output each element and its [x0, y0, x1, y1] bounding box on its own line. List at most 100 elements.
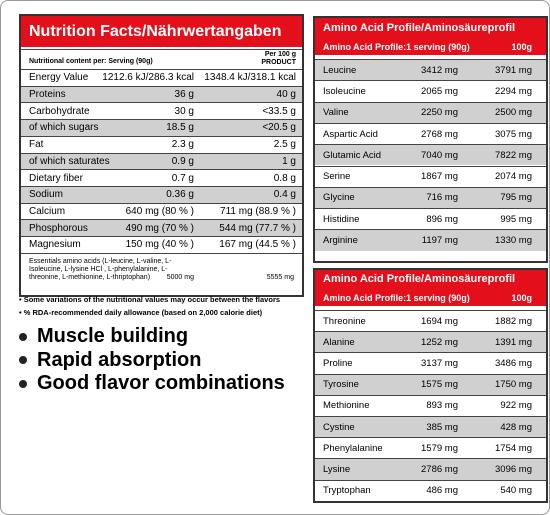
amino-per100: 540 mg: [500, 485, 532, 497]
nutrient-row: Phosphorous 490 mg (70 % ) 544 mg (77.7 % …: [21, 219, 302, 236]
note: • Some variations of the nutritional val…: [19, 295, 281, 304]
amino-title: Amino Acid Profile/Aminosäureprofil: [315, 270, 546, 289]
amino-serving: 2786 mg: [421, 463, 458, 475]
amino-serving: 3137 mg: [421, 357, 458, 369]
nutrient-serving: 490 mg (70 % ): [125, 222, 194, 234]
bullet-item: Good flavor combinations: [19, 372, 285, 396]
nutrient-per100: 1 g: [282, 155, 296, 167]
amino-name: Methionine: [323, 400, 370, 412]
nutrient-name: Fat: [29, 139, 44, 151]
amino-name: Cystine: [323, 421, 355, 433]
nutrient-per100: 711 mg (88.9 % ): [220, 205, 296, 217]
nutrient-per100: <33.5 g: [262, 105, 296, 117]
nutrient-row: of which sugars 18.5 g <20.5 g: [21, 119, 302, 136]
amino-row: Lysine 2786 mg 3096 mg: [315, 458, 546, 480]
amino-serving: 896 mg: [426, 213, 458, 225]
essentials-text: Essentials amino acids (L-leucine, L-val…: [29, 257, 172, 281]
amino-row: Valine 2250 mg 2500 mg: [315, 101, 546, 123]
essentials-per100: 5555 mg: [266, 273, 294, 281]
header-per100: Per 100 g PRODUCT: [261, 51, 296, 66]
amino-serving: 3412 mg: [421, 64, 458, 76]
amino-row: Tryptophan 486 mg 540 mg: [315, 479, 546, 501]
amino-row: Glutamic Acid 7040 mg 7822 mg: [315, 144, 546, 166]
nutrient-serving: 640 mg (80 % ): [125, 205, 194, 217]
nutrient-row: Dietary fiber 0.7 g 0.8 g: [21, 169, 302, 186]
nutrient-name: Dietary fiber: [29, 172, 83, 184]
nutrient-per100: 544 mg (77.7 % ): [219, 222, 296, 234]
amino-name: Threonine: [323, 315, 366, 327]
bullets: Muscle building Rapid absorption Good flav…: [19, 325, 285, 396]
amino-name: Glutamic Acid: [323, 149, 382, 161]
amino-name: Leucine: [323, 64, 357, 76]
amino-serving: 1252 mg: [421, 336, 458, 348]
amino-serving: 1867 mg: [421, 171, 458, 183]
amino-per100: 2500 mg: [495, 107, 532, 119]
subheader-per100: 100g: [511, 292, 532, 303]
bullet-dot: [19, 356, 27, 365]
amino-per100: 2294 mg: [495, 85, 532, 97]
nutrient-serving: 2.3 g: [171, 139, 194, 151]
amino-name: Proline: [323, 357, 353, 369]
amino-serving: 486 mg: [426, 485, 458, 497]
amino-row: Alanine 1252 mg 1391 mg: [315, 331, 546, 353]
nutrient-serving: 1212.6 kJ/286.3 kcal: [102, 72, 194, 84]
subheader-label: Amino Acid Profile:1 serving (90g): [323, 292, 470, 303]
amino-name: Tryptophan: [323, 485, 371, 497]
bullet-dot: [19, 379, 27, 388]
nutrient-row: Carbohydrate 30 g <33.5 g: [21, 102, 302, 119]
nutrient-serving: 0.36 g: [166, 189, 194, 201]
amino-name: Arginine: [323, 235, 358, 247]
amino-row: Aspartic Acid 2768 mg 3075 mg: [315, 122, 546, 144]
nutrient-per100: 167 mg (44.5 % ): [219, 239, 296, 251]
amino-row: Tyrosine 1575 mg 1750 mg: [315, 373, 546, 395]
amino-per100: 922 mg: [500, 400, 532, 412]
amino-name: Valine: [323, 107, 349, 119]
amino-panel: Amino Acid Profile/Aminosäureprofil Amin…: [313, 16, 548, 263]
bullet-text: Muscle building: [37, 325, 189, 348]
essentials-serving: 5000 mg: [166, 273, 194, 281]
nutrient-per100: <20.5 g: [262, 122, 296, 134]
amino-serving: 1197 mg: [421, 235, 458, 247]
amino-per100: 428 mg: [500, 421, 532, 433]
nutrient-per100: 40 g: [276, 89, 296, 101]
notes: • Some variations of the nutritional val…: [19, 295, 309, 321]
amino-per100: 3075 mg: [495, 128, 532, 140]
amino-serving: 1694 mg: [421, 315, 458, 327]
nutrient-row: Energy Value 1212.6 kJ/286.3 kcal 1348.4 k…: [21, 69, 302, 86]
amino-serving: 2065 mg: [421, 85, 458, 97]
amino-name: Isoleucine: [323, 85, 366, 97]
bullet-item: Muscle building: [19, 325, 285, 349]
table-header: Nutritional content per: Serving (90g) Pe…: [21, 49, 302, 69]
amino-name: Tyrosine: [323, 379, 359, 391]
amino-per100: 1391 mg: [495, 336, 532, 348]
amino-serving: 1579 mg: [421, 442, 458, 454]
nutrient-per100: 1348.4 kJ/318.1 kcal: [204, 72, 296, 84]
nutrition-title: Nutrition Facts/Nährwertangaben: [21, 16, 302, 47]
amino-row: Glycine 716 mg 795 mg: [315, 186, 546, 209]
nutrient-name: Energy Value: [29, 72, 89, 84]
amino-panel: Amino Acid Profile/Aminosäureprofil Amin…: [313, 268, 548, 503]
amino-per100: 2074 mg: [495, 171, 532, 183]
nutrient-serving: 0.9 g: [171, 155, 194, 167]
nutrient-serving: 150 mg (40 % ): [125, 239, 194, 251]
amino-row: Cystine 385 mg 428 mg: [315, 416, 546, 438]
amino-name: Glycine: [323, 192, 355, 204]
nutrient-per100: 0.8 g: [273, 172, 296, 184]
nutrient-row: Sodium 0.36 g 0.4 g: [21, 185, 302, 203]
subheader-per100: 100g: [511, 42, 532, 52]
nutrient-name: of which sugars: [29, 122, 99, 134]
amino-serving: 893 mg: [426, 400, 458, 412]
amino-row: Histidine 896 mg 995 mg: [315, 208, 546, 229]
nutrient-name: Magnesium: [29, 239, 81, 251]
amino-serving: 1575 mg: [421, 379, 458, 391]
amino-name: Phenylalanine: [323, 442, 383, 454]
amino-row: Proline 3137 mg 3486 mg: [315, 352, 546, 373]
subheader-label: Amino Acid Profile:1 serving (90g): [323, 42, 470, 52]
bullet-dot: [19, 332, 27, 341]
nutrient-per100: 2.5 g: [273, 139, 296, 151]
amino-row: Methionine 893 mg 922 mg: [315, 394, 546, 416]
amino-serving: 385 mg: [426, 421, 458, 433]
amino-serving: 716 mg: [426, 192, 458, 204]
nutrient-serving: 30 g: [174, 105, 194, 117]
